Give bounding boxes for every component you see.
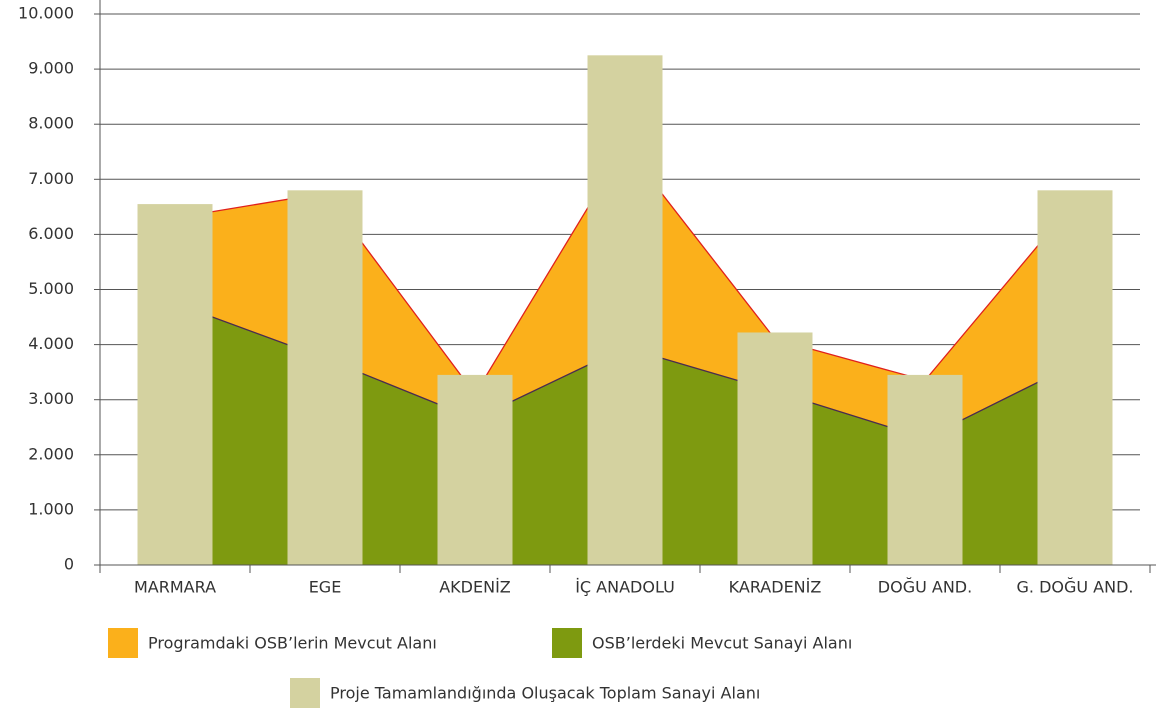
legend-label: OSB’lerdeki Mevcut Sanayi Alanı [592,634,852,653]
legend-label: Proje Tamamlandığında Oluşacak Toplam Sa… [330,684,760,703]
y-tick-label: 0 [64,555,74,574]
bar [437,374,513,565]
x-tick-label: KARADENİZ [729,578,822,597]
y-tick-label: 2.000 [28,444,74,463]
bar [1037,190,1113,565]
legend-swatch [108,628,138,658]
y-tick-label: 3.000 [28,389,74,408]
legend-label: Programdaki OSB’lerin Mevcut Alanı [148,634,437,653]
y-tick-label: 4.000 [28,334,74,353]
y-tick-label: 6.000 [28,224,74,243]
bar [137,204,213,565]
y-tick-label: 8.000 [28,114,74,133]
x-tick-label: G. DOĞU AND. [1017,578,1134,597]
x-tick-label: İÇ ANADOLU [575,578,675,597]
legend-swatch [290,678,320,708]
x-tick-label: DOĞU AND. [878,578,972,597]
bar [737,332,813,565]
bar [887,374,963,565]
legend-swatch [552,628,582,658]
y-tick-label: 9.000 [28,59,74,78]
y-tick-label: 7.000 [28,169,74,188]
x-tick-label: AKDENİZ [439,578,511,597]
y-tick-label: 1.000 [28,499,74,518]
y-tick-label: 10.000 [18,4,74,23]
bar [587,55,663,565]
bar [287,190,363,565]
y-tick-label: 5.000 [28,279,74,298]
x-tick-label: MARMARA [134,578,216,597]
x-tick-label: EGE [309,578,342,597]
